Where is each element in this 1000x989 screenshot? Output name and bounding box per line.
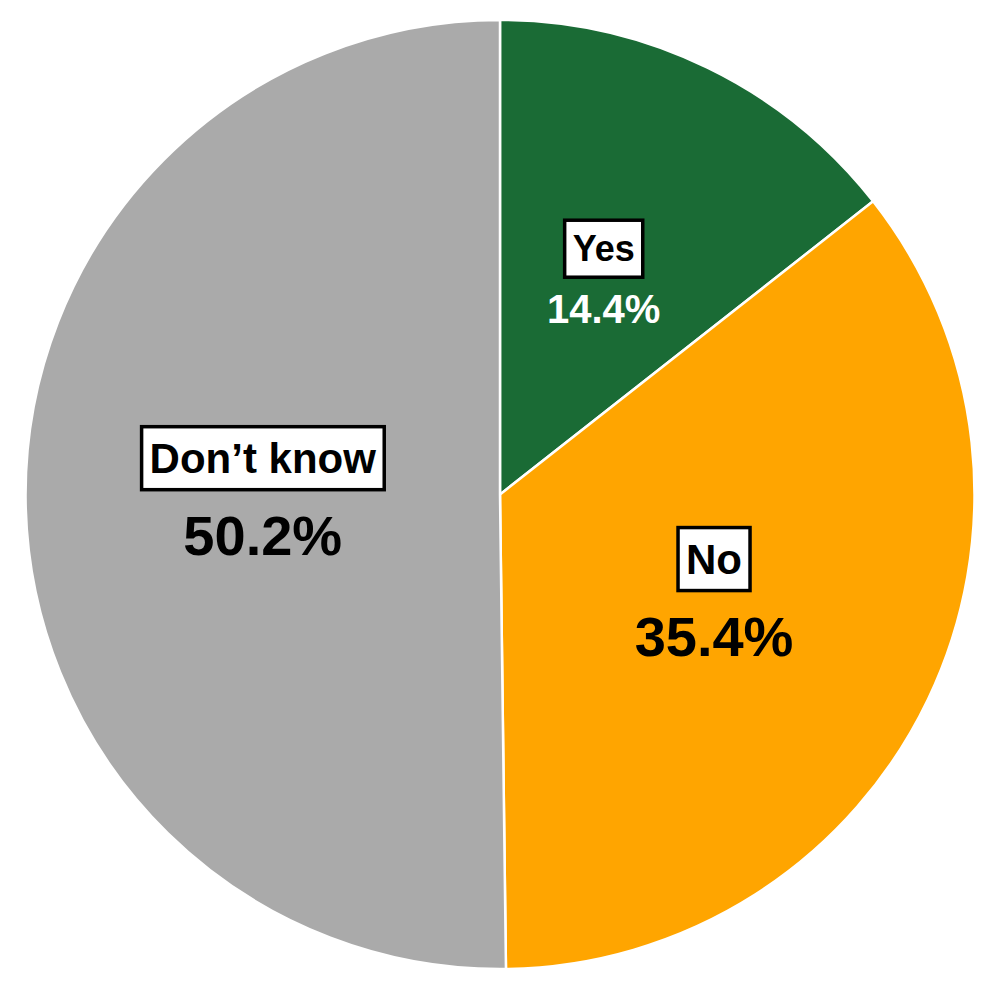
slices xyxy=(26,20,975,969)
pie-slice xyxy=(26,20,506,969)
chart-svg: Yes 14.4% No 35.4% Don’t know 50.2% xyxy=(0,0,1000,989)
label-box xyxy=(678,528,750,591)
labels: Yes 14.4% No 35.4% Don’t know 50.2% xyxy=(142,220,794,667)
pie-group: Yes 14.4% No 35.4% Don’t know 50.2% xyxy=(26,20,975,969)
category-label: No xyxy=(686,536,742,583)
data-label: 50.2% xyxy=(183,504,342,567)
category-label: Don’t know xyxy=(150,435,377,482)
slice-label-group: Don’t know xyxy=(142,427,385,490)
chart-container: Yes 14.4% No 35.4% Don’t know 50.2% xyxy=(0,0,1000,989)
slice-label-group: No xyxy=(678,528,750,591)
label-box xyxy=(565,220,643,277)
data-label: 35.4% xyxy=(635,605,794,668)
pie-slice xyxy=(500,201,975,969)
label-box xyxy=(142,427,385,490)
data-label: 14.4% xyxy=(547,287,660,331)
category-label: Yes xyxy=(573,228,635,269)
slice-label-group: Yes xyxy=(565,220,643,277)
